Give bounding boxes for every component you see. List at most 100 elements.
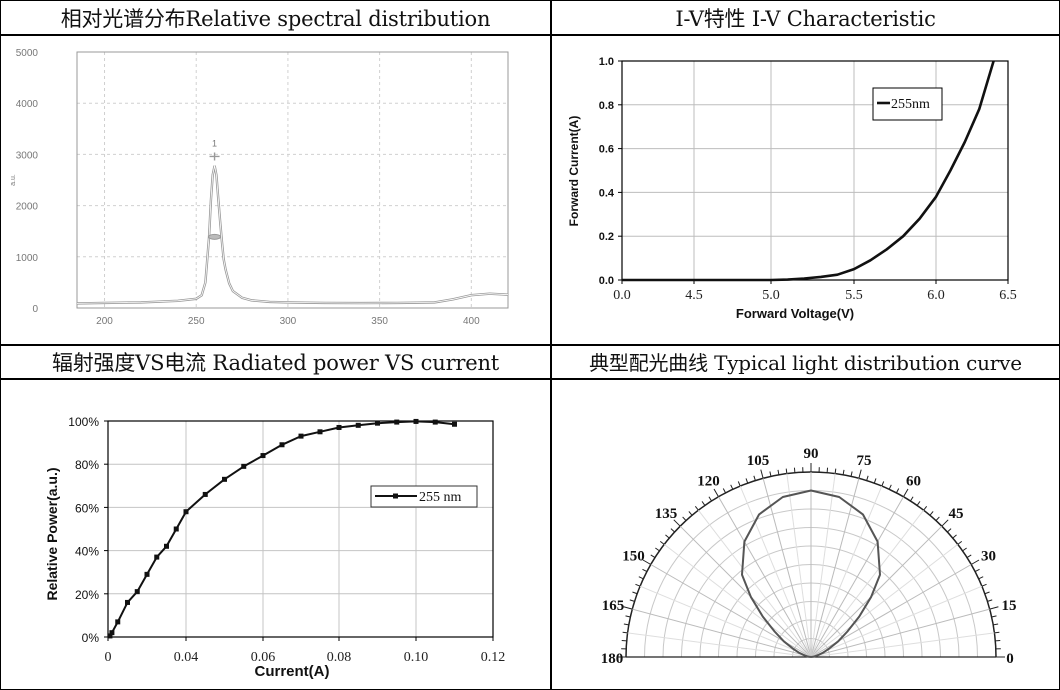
y-tick-label: 2000 xyxy=(16,202,39,213)
polar-tick xyxy=(962,547,967,552)
polar-tick xyxy=(785,468,788,474)
polar-spoke xyxy=(810,585,983,658)
series-line-highlight xyxy=(76,165,509,304)
peak-marker xyxy=(209,152,220,161)
polar-spoke xyxy=(810,632,995,658)
polar-tick xyxy=(682,516,687,521)
grid-divider-header-top xyxy=(1,34,1059,36)
polar-tick xyxy=(688,511,693,516)
polar-tick xyxy=(623,606,633,610)
polar-tick xyxy=(622,631,628,634)
x-tick-label: 0.06 xyxy=(251,650,276,665)
polar-tick xyxy=(941,519,949,527)
x-tick-label: 400 xyxy=(463,316,480,327)
polar-tick xyxy=(888,484,892,490)
polar-angle-label: 45 xyxy=(948,506,963,522)
x-tick-label: 4.5 xyxy=(685,288,703,303)
x-tick-label: 6.0 xyxy=(927,288,945,303)
polar-tick xyxy=(745,478,749,484)
polar-tick xyxy=(916,501,921,506)
y-tick-label: 20% xyxy=(75,588,99,602)
polar-tick xyxy=(903,488,909,498)
y-tick-label: 4000 xyxy=(16,99,39,110)
polar-spoke xyxy=(810,473,836,658)
polar-tick xyxy=(659,540,665,545)
polar-angle-label: 60 xyxy=(906,473,921,489)
polar-tick xyxy=(694,505,699,511)
polar-spoke xyxy=(810,525,943,658)
polar-tick xyxy=(730,484,734,490)
legend-label: 255 nm xyxy=(419,490,462,505)
x-tick-label: 6.5 xyxy=(999,288,1017,303)
x-tick-label: 350 xyxy=(371,316,388,327)
series-marker xyxy=(144,571,150,577)
polar-tick xyxy=(974,568,980,573)
x-tick-label: 0.10 xyxy=(404,650,429,665)
polar-tick xyxy=(635,583,641,587)
series-marker xyxy=(173,526,179,532)
x-tick-label: 0.0 xyxy=(613,288,631,303)
y-tick-label: 0.4 xyxy=(599,187,615,199)
polar-tick xyxy=(966,554,972,559)
polar-tick xyxy=(935,516,940,521)
polar-tick xyxy=(866,475,869,481)
y-axis-label: Relative Power(a.u.) xyxy=(44,467,60,600)
polar-tick xyxy=(642,559,652,565)
series-marker xyxy=(375,420,380,426)
series-marker xyxy=(394,419,400,425)
x-tick-label: 0.08 xyxy=(327,650,352,665)
polar-tick xyxy=(650,554,656,559)
x-axis-label: Current(A) xyxy=(255,663,330,680)
polar-tick xyxy=(842,469,845,475)
polar-tick xyxy=(993,623,999,626)
legend-label: 255nm xyxy=(891,97,930,112)
polar-curve xyxy=(741,489,881,658)
polar-angle-label: 105 xyxy=(747,453,770,469)
polar-angle-label: 75 xyxy=(857,453,872,469)
polar-spoke xyxy=(810,485,883,658)
series-line xyxy=(622,60,995,282)
polar-tick xyxy=(952,534,957,539)
spectral-chart: 200 250 300 350 400010002000300040005000a.u.… xyxy=(10,48,509,327)
polar-tick xyxy=(947,528,952,533)
polar-spoke xyxy=(739,485,812,658)
polar-tick xyxy=(670,528,675,533)
polar-tick xyxy=(873,478,877,484)
x-axis-label: Forward Voltage(V) xyxy=(736,306,854,321)
polar-spoke xyxy=(810,478,860,658)
grid-divider-header-bottom xyxy=(1,378,1059,380)
polar-spoke xyxy=(663,543,812,658)
polar-tick xyxy=(737,481,741,487)
series-line xyxy=(76,165,509,305)
header-polar: 典型配光曲线 Typical light distribution curve xyxy=(589,351,1022,375)
polar-angle-label: 15 xyxy=(1002,598,1017,614)
plot-frame xyxy=(621,60,1009,281)
polar-tick xyxy=(984,591,990,595)
x-tick-label: 300 xyxy=(280,316,297,327)
y-tick-label: 0.0 xyxy=(599,275,614,287)
polar-angle-label: 30 xyxy=(981,549,996,565)
x-tick-label: 5.5 xyxy=(845,288,863,303)
polar-tick xyxy=(981,583,987,587)
polar-tick xyxy=(909,496,914,502)
polar-tick xyxy=(632,591,638,595)
polar-tick xyxy=(989,606,999,610)
y-tick-label: 0.8 xyxy=(599,100,614,112)
series-marker xyxy=(279,442,285,448)
polar-spoke xyxy=(786,473,812,658)
polar-angle-label: 0 xyxy=(1006,651,1014,667)
polar-tick xyxy=(987,599,993,602)
polar-tick xyxy=(629,599,635,602)
y-tick-label: 40% xyxy=(75,545,99,559)
y-tick-label: 0 xyxy=(32,304,38,315)
y-tick-label: 0% xyxy=(82,631,100,645)
y-tick-label: 3000 xyxy=(16,150,39,161)
polar-tick xyxy=(957,540,963,545)
x-tick-label: 250 xyxy=(188,316,205,327)
x-tick-label: 0.12 xyxy=(481,650,506,665)
polar-tick xyxy=(970,559,980,565)
polar-tick xyxy=(881,481,885,487)
series-marker xyxy=(413,418,419,424)
polar-tick xyxy=(769,471,772,477)
